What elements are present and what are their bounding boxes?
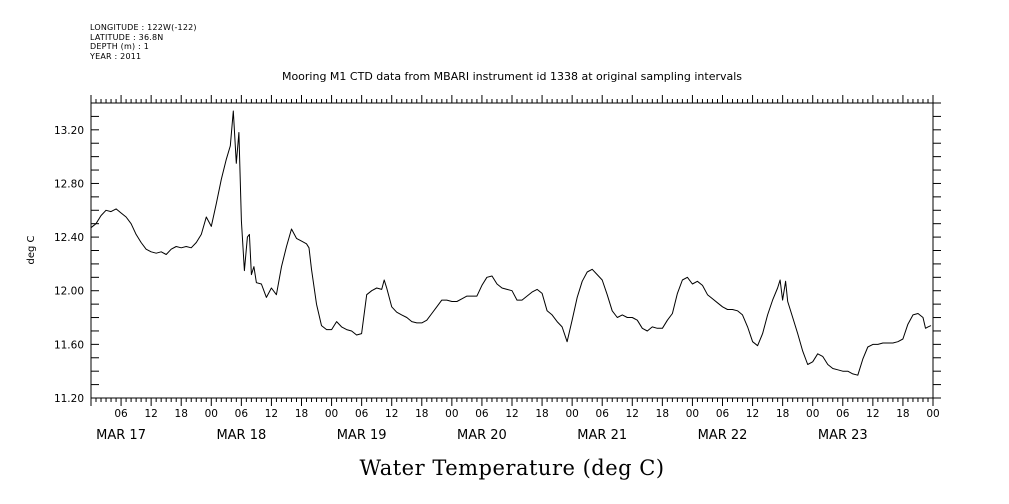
series-group <box>90 110 932 376</box>
y-axis-label: deg C <box>26 235 37 264</box>
chart-title: Mooring M1 CTD data from MBARI instrumen… <box>282 70 742 83</box>
x-tick-label: 12 <box>746 408 759 420</box>
y-tick-label: 12.00 <box>54 286 84 298</box>
plot-frame <box>90 102 934 399</box>
x-tick-label: 06 <box>475 408 489 420</box>
x-day-label: MAR 23 <box>818 428 868 443</box>
water-temperature-line <box>90 110 932 376</box>
x-tick-label: 06 <box>716 408 730 420</box>
x-tick-label: 18 <box>776 408 789 420</box>
x-day-label: MAR 19 <box>337 428 387 443</box>
x-axis-label: Water Temperature (deg C) <box>359 456 664 480</box>
x-tick-label: 00 <box>445 408 458 420</box>
x-tick-label: 00 <box>325 408 338 420</box>
x-tick-label: 06 <box>235 408 249 420</box>
x-tick-label: 00 <box>926 408 939 420</box>
x-tick-label: 12 <box>385 408 398 420</box>
x-day-label: MAR 21 <box>577 428 627 443</box>
longitude-text: LONGITUDE : 122W(-122) <box>90 23 197 32</box>
x-tick-label: 06 <box>114 408 128 420</box>
x-tick-label: 12 <box>626 408 639 420</box>
x-day-label: MAR 18 <box>216 428 266 443</box>
plot-border <box>90 102 934 399</box>
x-tick-label: 06 <box>596 408 610 420</box>
x-tick-label: 12 <box>866 408 879 420</box>
y-tick-label: 12.40 <box>54 232 84 244</box>
x-day-label: MAR 20 <box>457 428 507 443</box>
x-tick-label: 06 <box>355 408 369 420</box>
depth-text: DEPTH (m) : 1 <box>90 42 149 51</box>
x-axis: 06 12 18 00 06 12 18 00 06 12 18 00 06 12 18 00 06 12 18 00… <box>90 95 940 443</box>
x-tick-label: 00 <box>205 408 218 420</box>
y-tick-label: 11.60 <box>54 339 84 351</box>
year-text: YEAR : 2011 <box>90 51 142 61</box>
y-tick-label: 13.20 <box>54 125 84 137</box>
x-tick-label: 06 <box>836 408 850 420</box>
x-tick-label: 12 <box>144 408 157 420</box>
y-axis: 11.20 11.60 12.00 12.40 12.80 13.20 <box>54 102 941 405</box>
x-tick-label: 12 <box>265 408 278 420</box>
x-tick-label: 18 <box>896 408 909 420</box>
y-tick-label: 12.80 <box>54 178 84 190</box>
x-tick-label: 18 <box>656 408 669 420</box>
x-tick-label: 18 <box>535 408 548 420</box>
x-tick-label: 00 <box>686 408 699 420</box>
x-tick-label: 18 <box>175 408 188 420</box>
x-tick-label: 00 <box>565 408 578 420</box>
x-tick-label: 00 <box>806 408 819 420</box>
x-tick-label: 18 <box>295 408 308 420</box>
x-tick-label: 12 <box>505 408 518 420</box>
x-day-label: MAR 22 <box>698 428 748 443</box>
x-day-label: MAR 17 <box>96 428 146 443</box>
metadata-block: LONGITUDE : 122W(-122) LATITUDE : 36.8N … <box>90 23 197 61</box>
y-tick-label: 11.20 <box>54 393 84 405</box>
x-tick-label: 18 <box>415 408 428 420</box>
latitude-text: LATITUDE : 36.8N <box>90 32 164 42</box>
